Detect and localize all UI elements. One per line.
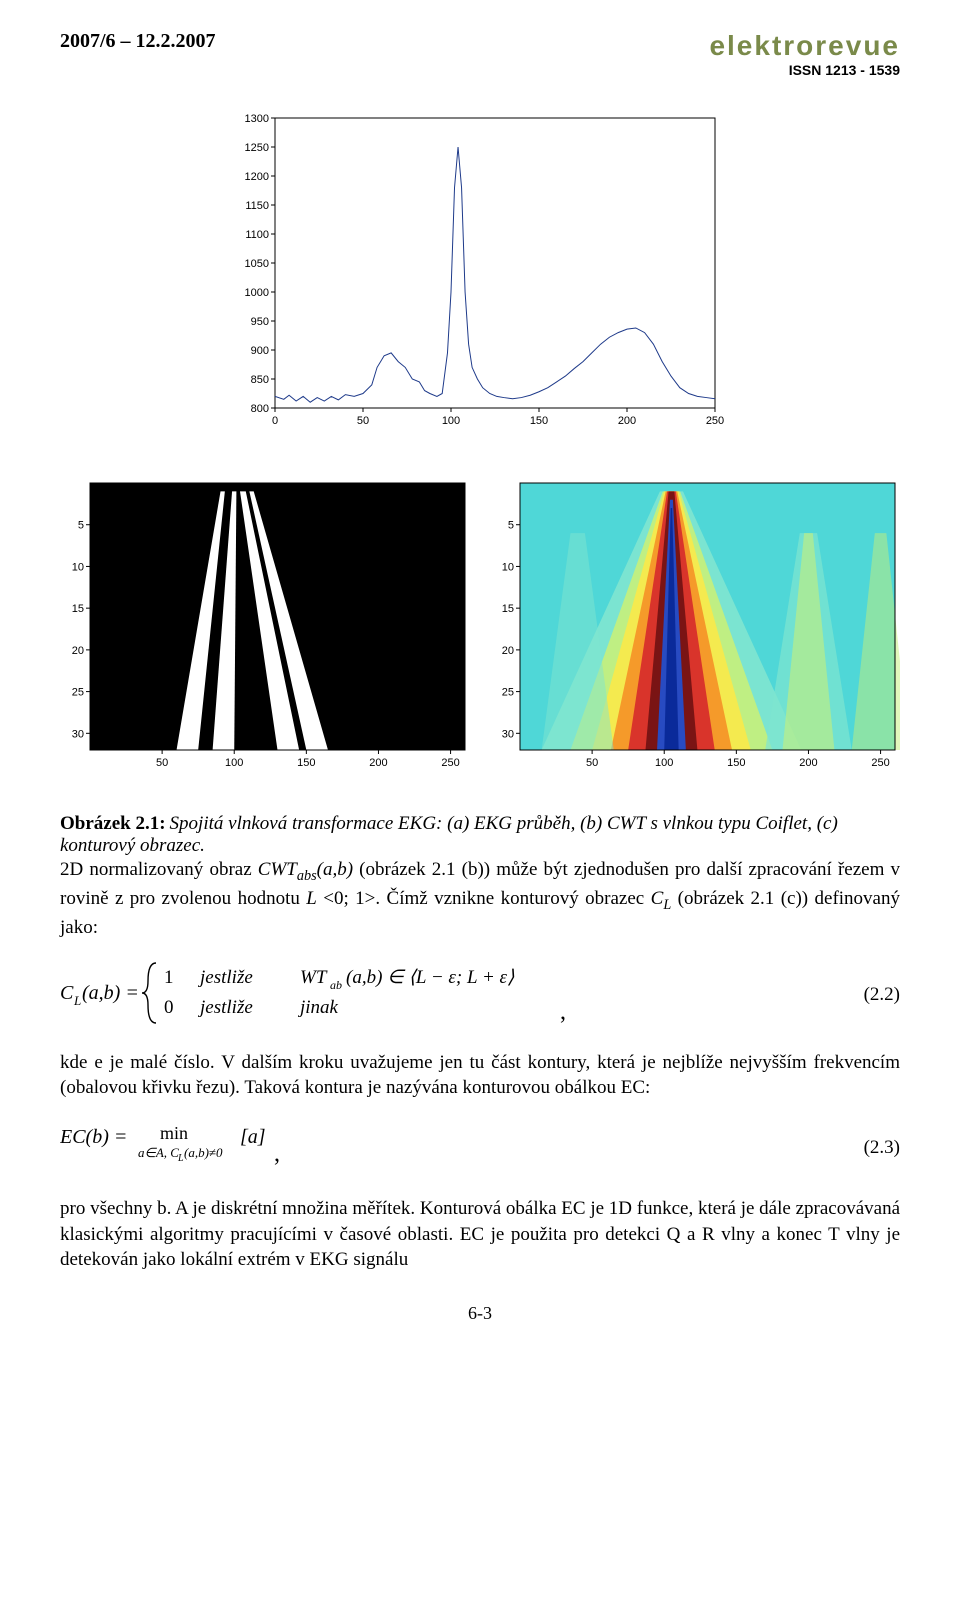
- svg-text:100: 100: [225, 757, 243, 769]
- paragraph-2: kde e je malé číslo. V dalším kroku uvaž…: [60, 1050, 900, 1101]
- svg-text:250: 250: [706, 415, 724, 427]
- svg-text:50: 50: [156, 757, 168, 769]
- p1c: (a,b): [317, 859, 353, 880]
- paragraph-1: 2D normalizovaný obraz CWTabs(a,b) (obrá…: [60, 857, 900, 941]
- svg-text:1100: 1100: [245, 229, 269, 241]
- eq1-r2j: jestliže: [197, 997, 253, 1018]
- svg-text:1300: 1300: [245, 113, 269, 125]
- eq1-r2c: 0: [164, 997, 174, 1018]
- svg-text:10: 10: [502, 561, 514, 573]
- contour-binary-chart: 50 100 150 200 250 5 10 15 20 25 30: [60, 478, 470, 783]
- paragraph-3: pro všechny b. A je diskrétní množina mě…: [60, 1196, 900, 1273]
- svg-text:[a]: [a]: [240, 1126, 266, 1148]
- figure-caption: Obrázek 2.1: Spojitá vlnková transformac…: [60, 813, 900, 857]
- caption-label: Obrázek 2.1:: [60, 813, 166, 834]
- svg-text:950: 950: [251, 316, 269, 328]
- svg-text:ab: ab: [330, 978, 342, 992]
- eq1-body: C L (a,b) = 1 jestliže WT ab (a,b) ∈ ⟨L …: [60, 957, 580, 1034]
- logo-text: elektrorevue: [709, 30, 900, 62]
- p1g: C: [651, 888, 664, 909]
- svg-text:250: 250: [441, 757, 459, 769]
- svg-text:25: 25: [502, 687, 514, 699]
- eq1-r1c: 1: [164, 967, 174, 988]
- svg-text:1200: 1200: [245, 171, 269, 183]
- issn-label: ISSN 1213 - 1539: [709, 62, 900, 78]
- svg-text:30: 30: [502, 728, 514, 740]
- svg-text:L: L: [177, 1153, 184, 1164]
- svg-text:a∈A, C: a∈A, C: [138, 1145, 179, 1160]
- page-number: 6-3: [60, 1303, 900, 1324]
- svg-text:5: 5: [508, 520, 514, 532]
- svg-text:200: 200: [618, 415, 636, 427]
- svg-text:800: 800: [251, 403, 269, 415]
- eq2-number: (2.3): [864, 1137, 900, 1159]
- svg-text:(a,b)≠0: (a,b)≠0: [184, 1145, 223, 1160]
- svg-text:1000: 1000: [245, 287, 269, 299]
- svg-text:30: 30: [72, 728, 84, 740]
- svg-text:WT: WT: [300, 967, 328, 988]
- equation-2-3: EC(b) = min a∈A, C L (a,b)≠0 [a] , (2.3): [60, 1117, 900, 1180]
- svg-text:900: 900: [251, 345, 269, 357]
- svg-text:50: 50: [586, 757, 598, 769]
- svg-text:min: min: [160, 1123, 188, 1143]
- svg-text:EC(b) =: EC(b) =: [60, 1126, 127, 1148]
- eq2-body: EC(b) = min a∈A, C L (a,b)≠0 [a] ,: [60, 1117, 360, 1180]
- svg-text:150: 150: [727, 757, 745, 769]
- p1a: 2D normalizovaný obraz: [60, 859, 258, 880]
- svg-text:50: 50: [357, 415, 369, 427]
- figure-row: 50 100 150 200 250 5 10 15 20 25 30 50 100 150 200 250…: [60, 478, 900, 783]
- svg-text:1050: 1050: [245, 258, 269, 270]
- scalogram-heatmap: 50 100 150 200 250 5 10 15 20 25 30: [490, 478, 900, 783]
- eq1-r2cond: jinak: [297, 997, 339, 1018]
- equation-2-2: C L (a,b) = 1 jestliže WT ab (a,b) ∈ ⟨L …: [60, 957, 900, 1034]
- svg-text:850: 850: [251, 374, 269, 386]
- svg-text:C: C: [60, 982, 74, 1004]
- page-header: 2007/6 – 12.2.2007 elektrorevue ISSN 121…: [60, 30, 900, 78]
- svg-text:100: 100: [655, 757, 673, 769]
- svg-text:,: ,: [560, 999, 566, 1025]
- p1f: <0; 1>. Čímž vznikne konturový obrazec: [317, 888, 651, 909]
- svg-text:20: 20: [72, 645, 84, 657]
- svg-text:,: ,: [274, 1141, 280, 1167]
- issue-label: 2007/6 – 12.2.2007: [60, 30, 216, 53]
- caption-text: Spojitá vlnková transformace EKG: (a) EK…: [60, 813, 838, 856]
- svg-text:10: 10: [72, 561, 84, 573]
- svg-text:25: 25: [72, 687, 84, 699]
- svg-text:20: 20: [502, 645, 514, 657]
- svg-text:(a,b) =: (a,b) =: [82, 982, 139, 1004]
- svg-text:15: 15: [72, 603, 84, 615]
- svg-text:0: 0: [272, 415, 278, 427]
- eq1-r1j: jestliže: [197, 967, 253, 988]
- svg-text:15: 15: [502, 603, 514, 615]
- p1e: L: [306, 888, 317, 909]
- svg-text:1150: 1150: [245, 200, 269, 212]
- ekg-line-chart: 0 50 100 150 200 250 800 850 900 950 1000 1050 1100 1…: [60, 108, 900, 438]
- svg-text:100: 100: [442, 415, 460, 427]
- svg-text:250: 250: [871, 757, 889, 769]
- svg-text:150: 150: [530, 415, 548, 427]
- svg-text:(a,b) ∈ ⟨L − ε; L + ε⟩: (a,b) ∈ ⟨L − ε; L + ε⟩: [346, 967, 515, 988]
- svg-text:L: L: [73, 993, 81, 1008]
- p1b: CWT: [258, 859, 297, 880]
- svg-text:1250: 1250: [245, 142, 269, 154]
- eq1-number: (2.2): [864, 984, 900, 1006]
- svg-text:200: 200: [369, 757, 387, 769]
- svg-text:150: 150: [297, 757, 315, 769]
- journal-logo: elektrorevue ISSN 1213 - 1539: [709, 30, 900, 78]
- svg-text:200: 200: [799, 757, 817, 769]
- svg-text:5: 5: [78, 520, 84, 532]
